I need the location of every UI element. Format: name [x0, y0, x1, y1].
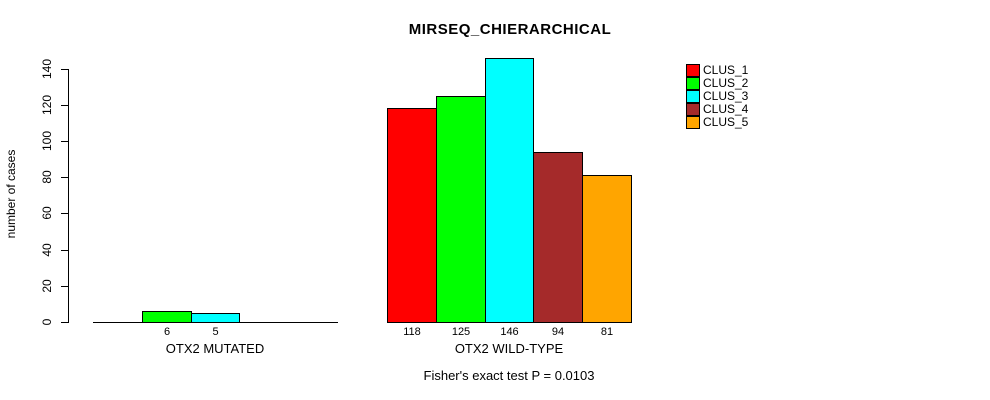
legend-label-clus-5: CLUS_5: [703, 115, 749, 129]
bar-clus-2-otx2-wild-type: [436, 96, 486, 323]
y-axis-tick: [61, 213, 68, 214]
bar-value-label: 81: [600, 326, 614, 338]
legend-label-clus-2: CLUS_2: [703, 76, 749, 90]
y-axis-tick: [61, 250, 68, 251]
legend-swatch-clus-1: [686, 64, 700, 77]
y-axis-tick: [61, 322, 68, 323]
y-tick-label: 60: [40, 206, 54, 220]
legend-label-clus-3: CLUS_3: [703, 89, 749, 103]
y-axis-tick: [61, 141, 68, 142]
bar-value-label: 6: [163, 326, 171, 338]
legend-label-clus-1: CLUS_1: [703, 63, 749, 77]
y-tick-label: 40: [40, 243, 54, 257]
y-axis-tick: [61, 69, 68, 70]
legend-swatch-clus-4: [686, 103, 700, 116]
bar-clus-3-otx2-wild-type: [485, 58, 534, 323]
y-tick-label: 120: [40, 94, 54, 116]
y-axis-line: [68, 69, 69, 323]
legend-swatch-clus-2: [686, 77, 700, 90]
bar-clus-4-otx2-wild-type: [533, 152, 583, 323]
legend-swatch-clus-5: [686, 116, 700, 129]
y-tick-label: 0: [40, 318, 54, 326]
y-tick-label: 100: [40, 130, 54, 152]
bar-clus-1-otx2-wild-type: [387, 108, 437, 323]
group-label-otx2-mutated: OTX2 MUTATED: [165, 341, 265, 356]
fisher-test-annotation: Fisher's exact test P = 0.0103: [423, 368, 595, 383]
legend-label-clus-4: CLUS_4: [703, 102, 749, 116]
bar-value-label: 125: [451, 326, 471, 338]
bar-clus-5-otx2-wild-type: [582, 175, 632, 323]
y-axis-tick: [61, 286, 68, 287]
legend-swatch-clus-3: [686, 90, 700, 103]
bar-clus-2-otx2-mutated: [142, 311, 192, 323]
chart-title: MIRSEQ_CHIERARCHICAL: [408, 21, 612, 38]
bar-value-label: 94: [551, 326, 565, 338]
bar-value-label: 5: [212, 326, 219, 338]
bar-value-label: 118: [403, 326, 421, 338]
y-axis-tick: [61, 105, 68, 106]
group-label-otx2-wild-type: OTX2 WILD-TYPE: [454, 341, 564, 356]
y-axis-tick: [61, 177, 68, 178]
y-tick-label: 140: [40, 58, 54, 80]
bar-clus-3-otx2-mutated: [191, 313, 240, 323]
bar-value-label: 146: [500, 326, 519, 338]
y-tick-label: 20: [40, 279, 54, 293]
y-tick-label: 80: [40, 170, 54, 184]
